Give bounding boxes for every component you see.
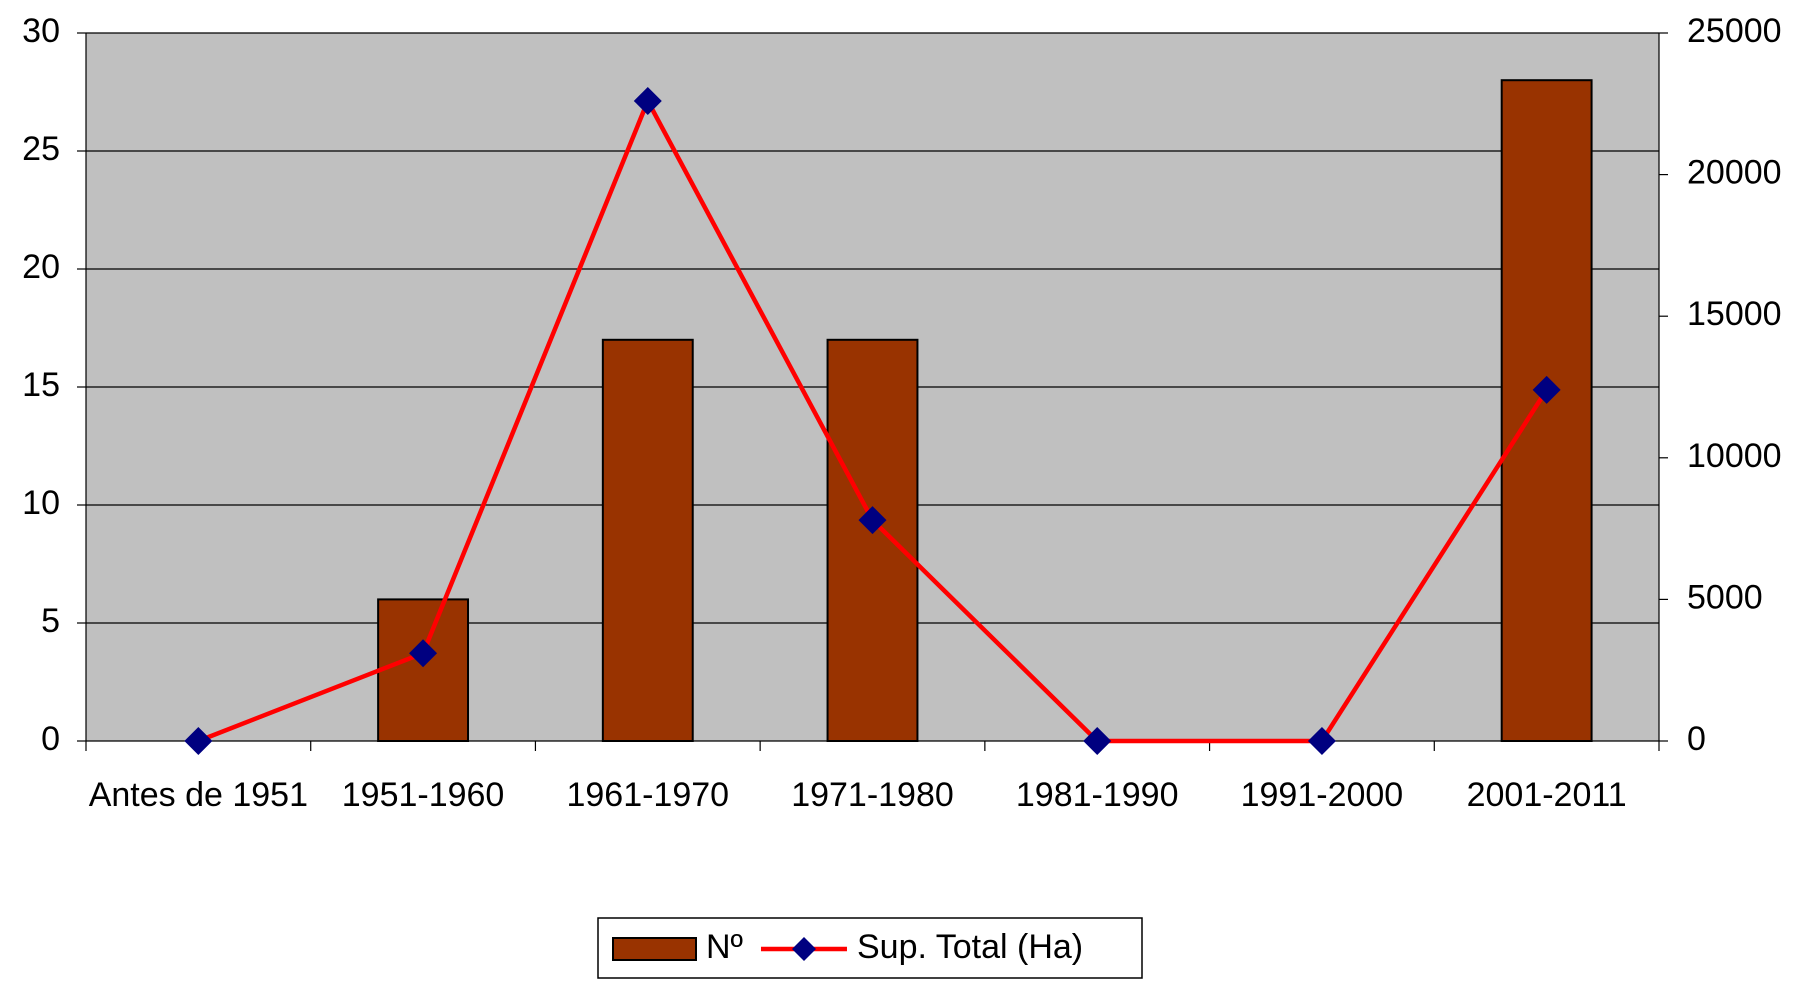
marker [858, 506, 887, 535]
legend-swatch [612, 937, 697, 961]
y2-tick-label: 15000 [1687, 295, 1782, 333]
bar [377, 598, 470, 743]
y-tick-label: 10 [22, 484, 60, 522]
x-tick-label: 1951-1960 [341, 776, 505, 814]
x-tick-label: 2001-2011 [1466, 776, 1627, 814]
y-tick-label: 15 [22, 366, 60, 404]
marker [409, 639, 438, 668]
bar [601, 338, 694, 742]
legend-marker [791, 937, 816, 961]
bar [826, 338, 919, 742]
bar [1500, 79, 1593, 742]
legend-label: Nº [706, 928, 743, 966]
y-tick-label: 5 [41, 602, 60, 640]
y2-tick-label: 20000 [1687, 154, 1782, 192]
y2-tick-label: 10000 [1687, 437, 1782, 475]
marker [1307, 727, 1336, 755]
marker [184, 727, 213, 755]
y-tick-label: 20 [22, 248, 60, 286]
y2-tick-label: 25000 [1687, 12, 1782, 50]
x-tick-label: Antes de 1951 [88, 776, 308, 814]
marker [1532, 375, 1561, 404]
y2-tick-label: 0 [1687, 720, 1706, 758]
x-tick-label: 1961-1970 [566, 776, 730, 814]
marker [1083, 727, 1112, 755]
x-tick-label: 1981-1990 [1015, 776, 1179, 814]
x-tick-label: 1991-2000 [1240, 776, 1404, 814]
x-tick-label: 1971-1980 [791, 776, 954, 814]
y-tick-label: 30 [22, 12, 60, 50]
marker [633, 86, 662, 115]
y2-tick-label: 5000 [1687, 578, 1763, 616]
legend-label: Sup. Total (Ha) [857, 928, 1083, 966]
y-tick-label: 25 [22, 130, 60, 168]
y-tick-label: 0 [41, 720, 60, 758]
